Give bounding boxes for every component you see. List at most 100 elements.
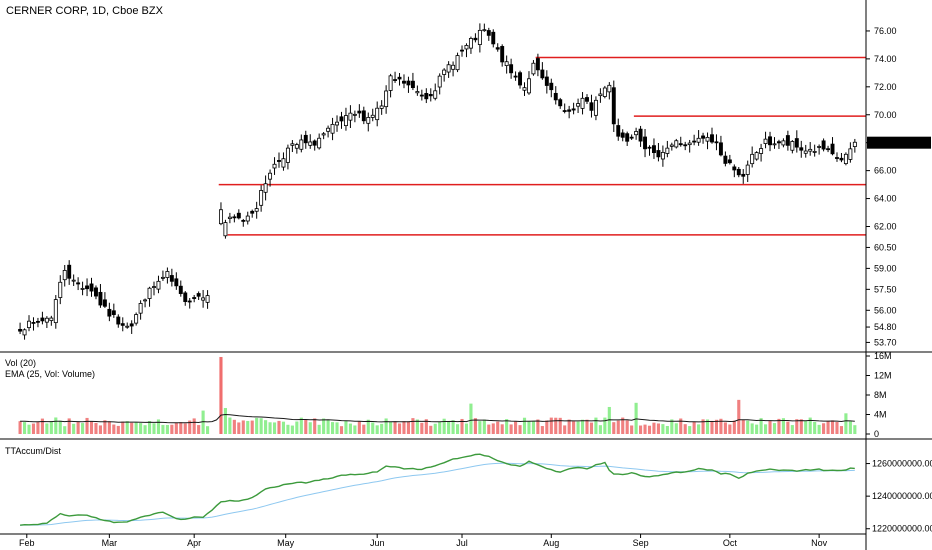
time-tick-label: Mar <box>102 538 118 548</box>
time-tick-label: Oct <box>723 538 738 548</box>
candle-body <box>402 80 406 84</box>
time-tick-label: Nov <box>811 538 828 548</box>
candle <box>785 130 790 151</box>
candle-body <box>22 329 27 336</box>
candle-body <box>357 110 362 114</box>
candle <box>352 110 357 123</box>
time-tick-label: Jun <box>370 538 385 548</box>
candle <box>732 164 737 178</box>
volume-bar <box>81 423 85 434</box>
volume-bar <box>380 423 384 434</box>
price-panel <box>18 23 866 340</box>
volume-bar <box>500 424 504 434</box>
candle <box>58 275 63 305</box>
candle-body <box>652 145 656 154</box>
volume-bar <box>549 417 553 434</box>
candle-body <box>375 107 380 121</box>
candle <box>848 142 853 163</box>
candle-body <box>745 164 750 175</box>
volume-bar <box>272 422 277 434</box>
candle-body <box>196 293 201 297</box>
volume-bar <box>31 423 36 434</box>
candle-body <box>585 97 589 102</box>
candle <box>384 85 389 114</box>
candle-body <box>736 168 741 176</box>
volume-bar <box>420 422 424 434</box>
candle-body <box>620 132 625 138</box>
candle-body <box>192 297 197 299</box>
candle <box>714 134 719 151</box>
candle <box>138 300 143 320</box>
volume-bar <box>442 418 446 434</box>
price-tick-label: 74.00 <box>874 54 897 64</box>
volume-tick-label: 8M <box>874 390 887 400</box>
candle <box>107 302 112 322</box>
candle <box>593 96 598 121</box>
candle <box>428 88 433 102</box>
candle-body <box>451 64 456 70</box>
candle <box>308 134 313 149</box>
indicator-tick-label: 1260000000.00 <box>872 459 932 469</box>
candle <box>710 127 714 144</box>
candle <box>147 286 152 307</box>
candle-body <box>647 146 652 149</box>
volume-bar <box>406 421 411 434</box>
candle <box>553 86 558 105</box>
candle-body <box>830 143 835 155</box>
volume-bar <box>469 403 473 434</box>
volume-bar <box>54 417 58 434</box>
candle-body <box>169 275 174 282</box>
candle <box>125 322 130 329</box>
volume-bar <box>639 425 643 434</box>
volume-bar <box>817 424 821 434</box>
volume-bar <box>630 425 634 434</box>
price-tick-label: 59.00 <box>874 263 897 273</box>
candle <box>85 278 90 297</box>
candle <box>80 281 85 296</box>
volume-bar <box>451 420 455 434</box>
candle-body <box>49 317 54 321</box>
candle <box>402 74 406 89</box>
candle <box>259 185 264 212</box>
candle-body <box>848 148 853 160</box>
candle <box>580 92 585 115</box>
volume-bar <box>317 424 321 434</box>
volume-bar <box>763 424 768 434</box>
volume-bar <box>643 424 647 434</box>
candle <box>625 131 630 146</box>
candle <box>486 27 491 41</box>
candle-body <box>89 283 94 292</box>
candle <box>723 151 728 167</box>
candle <box>460 45 464 57</box>
candle <box>477 23 482 53</box>
volume-bar <box>482 419 486 434</box>
volume-bar <box>206 426 210 434</box>
volume-bar <box>656 423 660 434</box>
candle-body <box>839 157 844 161</box>
candle <box>576 98 581 114</box>
candle <box>451 61 456 77</box>
candle-body <box>241 219 246 222</box>
volume-bar <box>76 421 80 434</box>
candle <box>406 76 411 93</box>
volume-bar <box>40 418 44 434</box>
candle-body <box>535 58 540 71</box>
candle-body <box>812 151 817 153</box>
candle <box>799 140 804 158</box>
volume-bar <box>250 420 254 434</box>
candle <box>629 134 634 140</box>
indicator-tick-label: 1220000000.00 <box>872 524 932 534</box>
volume-bar <box>710 420 714 434</box>
volume-bar <box>27 424 31 434</box>
volume-bar <box>701 419 705 434</box>
price-tick-label: 64.00 <box>874 194 897 204</box>
candle <box>455 52 460 73</box>
volume-bar <box>795 419 799 434</box>
volume-bar <box>558 417 562 434</box>
volume-bar <box>759 418 763 434</box>
candle-body <box>602 87 607 97</box>
candle <box>790 140 795 154</box>
candle <box>299 134 304 153</box>
price-tick-label: 53.70 <box>874 337 897 347</box>
volume-bar <box>563 425 567 434</box>
